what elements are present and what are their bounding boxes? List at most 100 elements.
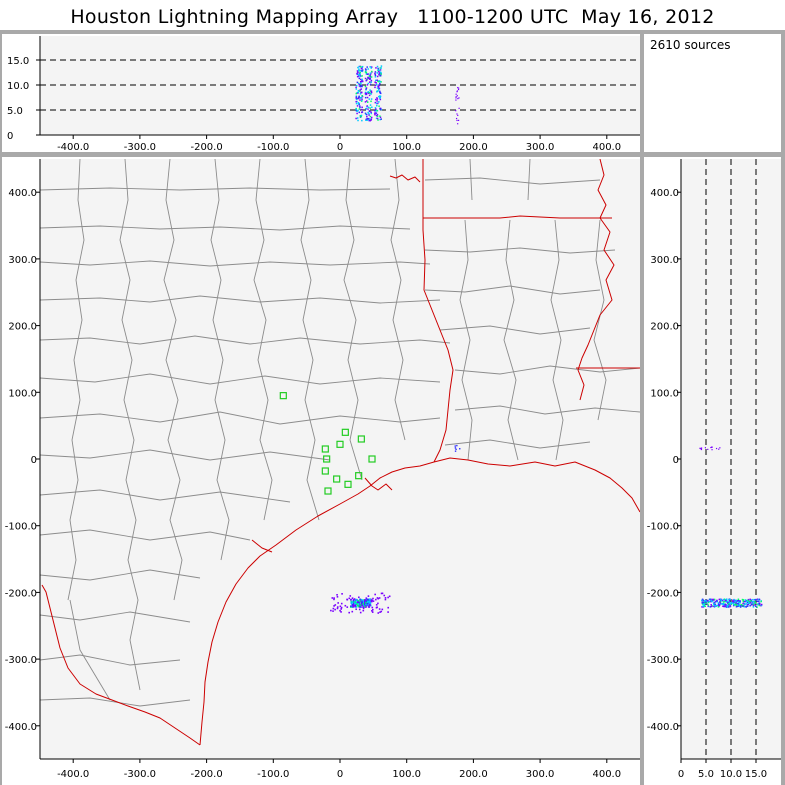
lightning-source [380, 610, 383, 613]
lightning-source [722, 601, 725, 603]
lightning-source [739, 601, 741, 603]
right-ytick-label: 0 [673, 455, 679, 466]
lightning-source [708, 601, 711, 603]
lightning-source [379, 118, 381, 121]
lightning-source [741, 598, 744, 601]
lightning-source [376, 100, 378, 102]
lightning-source [760, 603, 763, 606]
lightning-source [370, 90, 373, 92]
lightning-source [702, 603, 705, 605]
lightning-source [735, 599, 737, 602]
lightning-source [357, 97, 360, 100]
lightning-source [367, 117, 370, 120]
lightning-source [362, 606, 364, 608]
lightning-source [374, 76, 377, 78]
lightning-source [753, 600, 755, 603]
lightning-source [746, 603, 749, 606]
lightning-source [744, 599, 747, 601]
lightning-source [755, 605, 757, 608]
lightning-source [380, 108, 383, 111]
lightning-source [374, 72, 376, 75]
lightning-source [718, 605, 720, 607]
lightning-source [758, 600, 760, 603]
lightning-source [459, 448, 461, 450]
lightning-source [352, 602, 355, 605]
lightning-source [356, 70, 359, 72]
source-count-label: 2610 sources [650, 38, 731, 52]
lightning-source [711, 598, 713, 601]
lightning-source [358, 601, 360, 604]
altitude-ns-panel: 400.0 300.0 200.0 100.0 0 -100.0 -200.0 -300.0 -… [647, 159, 781, 780]
lightning-source [357, 603, 360, 605]
frame-top [0, 30, 785, 34]
lightning-source [333, 598, 335, 601]
lightning-source [359, 105, 361, 107]
lightning-source [703, 601, 706, 603]
lightning-source [388, 595, 391, 598]
lightning-source [376, 104, 378, 107]
lightning-source [365, 92, 367, 94]
lightning-source [377, 68, 380, 71]
lightning-source [365, 597, 368, 599]
lightning-source [340, 611, 342, 613]
lightning-source [355, 95, 358, 97]
lightning-source [756, 606, 758, 608]
lightning-source [333, 605, 335, 607]
lightning-source [376, 115, 379, 118]
lightning-source [735, 604, 738, 607]
top-ytick-label: 15.0 [7, 56, 29, 67]
lightning-source [374, 73, 376, 76]
lightning-source [366, 78, 368, 80]
lightning-source [714, 603, 716, 606]
station-marker [368, 455, 376, 463]
lightning-source [716, 604, 719, 607]
lightning-source [380, 67, 382, 69]
lightning-source [748, 601, 751, 603]
lightning-source [717, 606, 720, 608]
lightning-source [704, 605, 706, 608]
lightning-source [729, 599, 731, 602]
plan-xtick-label: 400.0 [592, 769, 621, 780]
lightning-source [363, 601, 366, 603]
lightning-source [754, 602, 757, 604]
plan-xtick-label: 200.0 [459, 769, 488, 780]
lightning-source [379, 90, 381, 93]
top-xtick-label: 400.0 [592, 142, 621, 153]
lightning-source [369, 110, 371, 113]
lightning-source [717, 604, 719, 607]
lightning-source [369, 118, 371, 120]
lightning-source [355, 117, 357, 120]
lightning-source [752, 604, 755, 607]
lightning-source [702, 605, 704, 607]
lightning-source [735, 602, 737, 604]
lightning-source [365, 601, 367, 604]
lightning-source [359, 605, 361, 608]
plan-xtick-label: 100.0 [392, 769, 421, 780]
lightning-source [370, 111, 372, 113]
lightning-source [370, 93, 372, 95]
lightning-source [378, 84, 380, 86]
lightning-source [712, 599, 714, 601]
station-marker [279, 392, 287, 400]
lightning-source [379, 91, 381, 94]
lightning-source [457, 123, 459, 125]
lightning-source [717, 603, 720, 606]
lightning-source [377, 119, 379, 121]
lightning-source [352, 605, 355, 608]
lightning-source [727, 606, 730, 608]
lightning-source [379, 67, 381, 69]
lightning-source [357, 102, 360, 104]
top-xtick-label: 300.0 [526, 142, 555, 153]
lightning-source [368, 602, 371, 604]
top-ytick-label: 0 [7, 131, 13, 142]
lightning-source [370, 91, 373, 94]
lightning-source [455, 110, 457, 112]
lightning-source [361, 69, 364, 71]
lightning-source [719, 599, 722, 602]
lightning-source [361, 119, 363, 122]
lightning-source [359, 73, 361, 76]
plan-xtick-label: -100.0 [257, 769, 289, 780]
lightning-source [719, 602, 722, 604]
lightning-source [738, 604, 741, 606]
lightning-source [370, 100, 372, 103]
